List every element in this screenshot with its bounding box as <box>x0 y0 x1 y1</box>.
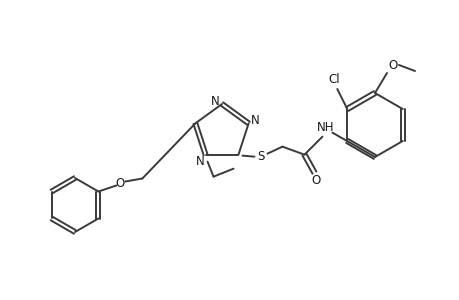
Text: S: S <box>256 150 263 163</box>
Text: N: N <box>210 94 219 107</box>
Text: O: O <box>311 174 320 187</box>
Text: NH: NH <box>316 121 334 134</box>
Text: O: O <box>387 58 397 71</box>
Text: O: O <box>116 177 125 190</box>
Text: N: N <box>196 155 204 168</box>
Text: Cl: Cl <box>328 73 339 85</box>
Text: N: N <box>251 114 259 127</box>
